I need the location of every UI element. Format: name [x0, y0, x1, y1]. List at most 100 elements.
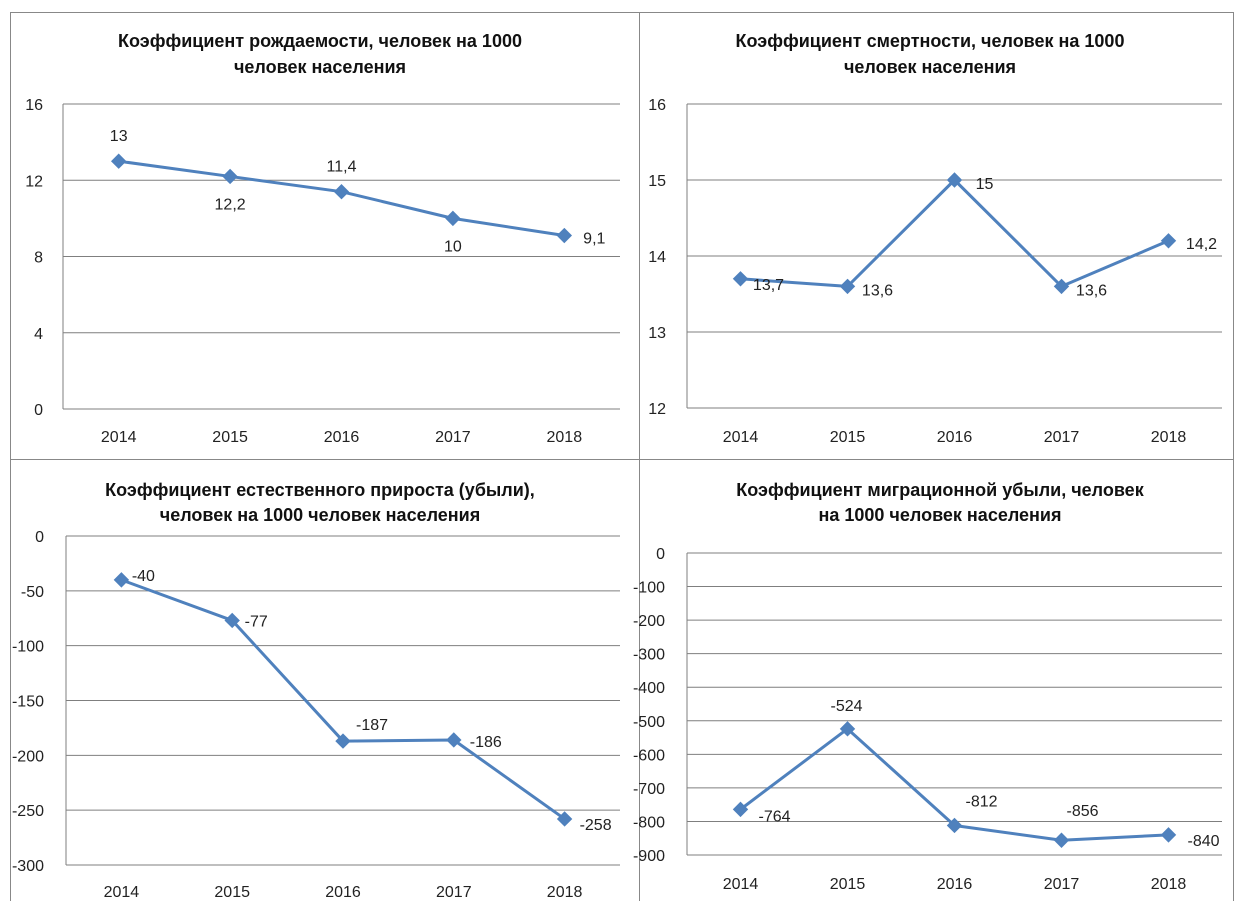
chart-4-y-tick-label: -700	[633, 781, 665, 798]
chart-1-data-point	[333, 183, 350, 200]
chart-3-data-point	[113, 572, 130, 588]
chart-2-title-line-1: Коэффициент смертности, человек на 1000	[736, 31, 1125, 51]
chart-1-x-tick-label: 2015	[212, 429, 248, 446]
chart-1-title-line-1: Коэффициент рождаемости, человек на 1000	[118, 31, 522, 51]
chart-2-x-tick-label: 2014	[723, 429, 759, 446]
chart-4-y-tick-label: -800	[633, 814, 665, 831]
chart-2-x-tick-label: 2016	[937, 429, 973, 446]
chart-1-x-tick-label: 2014	[101, 429, 137, 446]
chart-3-y-tick-label: -200	[12, 748, 44, 765]
chart-4-data-label: -764	[758, 808, 790, 825]
chart-3-data-label: -258	[580, 817, 612, 834]
chart-1-x-tick-label: 2018	[547, 429, 583, 446]
chart-4-data-label: -812	[965, 793, 997, 810]
chart-4-data-point	[732, 801, 749, 818]
chart-4-x-tick-label: 2014	[723, 876, 759, 893]
chart-3-title-line-1: Коэффициент естественного прироста (убыл…	[105, 480, 535, 500]
chart-4-x-tick-label: 2016	[937, 876, 973, 893]
chart-3-series-line	[120, 578, 566, 821]
chart-2-x-tick-label: 2018	[1151, 429, 1187, 446]
chart-2-y-tick-label: 16	[648, 97, 666, 114]
chart-4-data-point	[1160, 827, 1177, 843]
chart-4-y-tick-label: -100	[633, 580, 665, 597]
chart-1-data-point	[222, 168, 238, 185]
chart-2-y-tick-label: 13	[648, 325, 666, 342]
chart-3-x-tick-label: 2016	[325, 884, 361, 901]
chart-2-data-point	[1053, 278, 1070, 295]
chart-3-x-tick-label: 2017	[436, 884, 472, 901]
chart-1-y-tick-label: 8	[34, 250, 43, 267]
chart-1-data-point	[445, 210, 461, 227]
chart-4-data-point	[1053, 832, 1070, 848]
chart-3-title-line-2: человек на 1000 человек населения	[160, 505, 480, 525]
chart-3-y-tick-label: -50	[21, 584, 44, 601]
chart-1-data-label: 11,4	[327, 159, 357, 176]
chart-2-data-label: 13,6	[1076, 282, 1107, 299]
chart-1-data-label: 9,1	[583, 231, 605, 248]
chart-3-data-point	[335, 733, 351, 749]
chart-1-x-tick-label: 2017	[435, 429, 471, 446]
chart-1-data-label: 13	[110, 128, 128, 145]
chart-2-data-point	[946, 172, 963, 188]
chart-4-x-tick-label: 2017	[1044, 876, 1080, 893]
chart-2-data-label: 15	[976, 176, 994, 193]
chart-2-y-tick-label: 12	[648, 401, 666, 418]
chart-1: Коэффициент рождаемости, человек на 1000…	[25, 31, 620, 446]
chart-4-data-label: -524	[830, 698, 862, 715]
chart-2-series-line	[740, 178, 1170, 288]
chart-3-x-tick-label: 2015	[214, 884, 250, 901]
chart-4-data-point	[839, 721, 856, 737]
chart-3-data-label: -187	[356, 717, 388, 734]
chart-3-data-point	[446, 732, 462, 748]
chart-3-y-tick-label: -100	[12, 639, 44, 656]
chart-4-title-line-2: на 1000 человек населения	[819, 505, 1062, 525]
chart-1-y-tick-label: 0	[34, 402, 43, 419]
chart-2-data-point	[732, 271, 749, 287]
chart-2-data-point	[1160, 233, 1177, 249]
chart-4-y-tick-label: -300	[633, 647, 665, 664]
chart-2-x-tick-label: 2017	[1044, 429, 1080, 446]
chart-4-data-label: -840	[1187, 833, 1219, 850]
chart-1-y-tick-label: 4	[34, 326, 43, 343]
chart-1-y-tick-label: 16	[25, 97, 43, 114]
chart-3-y-tick-label: 0	[35, 529, 44, 546]
chart-1-data-label: 12,2	[215, 196, 246, 213]
chart-2-x-tick-label: 2015	[830, 429, 866, 446]
chart-3-x-tick-label: 2014	[104, 884, 140, 901]
chart-3-y-tick-label: -250	[12, 803, 44, 820]
chart-2-data-label: 14,2	[1186, 236, 1217, 253]
chart-3-x-tick-label: 2018	[547, 884, 583, 901]
chart-4-y-tick-label: -400	[633, 680, 665, 697]
chart-4-y-tick-label: -900	[633, 848, 665, 865]
chart-1-title-line-2: человек населения	[234, 57, 406, 77]
chart-3-data-point	[556, 811, 573, 827]
chart-4: Коэффициент миграционной убыли, человек н…	[633, 480, 1222, 893]
chart-4-x-tick-label: 2015	[830, 876, 866, 893]
chart-2-data-label: 13,7	[753, 277, 784, 294]
chart-4-data-point	[946, 817, 963, 834]
chart-4-y-tick-label: -600	[633, 747, 665, 764]
chart-3: Коэффициент естественного прироста (убыл…	[12, 480, 620, 901]
chart-4-y-tick-label: 0	[656, 546, 665, 563]
chart-2-title-line-2: человек населения	[844, 57, 1016, 77]
chart-2-y-tick-label: 15	[648, 173, 666, 190]
chart-4-x-tick-label: 2018	[1151, 876, 1187, 893]
chart-4-data-label: -856	[1066, 803, 1098, 820]
chart-2-y-tick-label: 14	[648, 249, 666, 266]
chart-2-data-label: 13,6	[862, 282, 893, 299]
chart-2-data-point	[839, 278, 856, 295]
chart-3-data-label: -77	[245, 613, 268, 630]
chart-3-data-label: -40	[132, 568, 155, 585]
chart-3-data-point	[224, 612, 240, 629]
chart-4-y-tick-label: -500	[633, 714, 665, 731]
chart-1-data-point	[110, 153, 127, 169]
figure-frame	[10, 12, 1234, 901]
chart-2: Коэффициент смертности, человек на 1000 ч…	[648, 31, 1222, 446]
chart-1-x-tick-label: 2016	[324, 429, 360, 446]
chart-1-data-label: 10	[444, 238, 462, 255]
chart-1-y-tick-label: 12	[25, 173, 43, 190]
chart-4-y-tick-label: -200	[633, 613, 665, 630]
chart-3-y-tick-label: -150	[12, 694, 44, 711]
chart-1-data-point	[556, 227, 573, 244]
